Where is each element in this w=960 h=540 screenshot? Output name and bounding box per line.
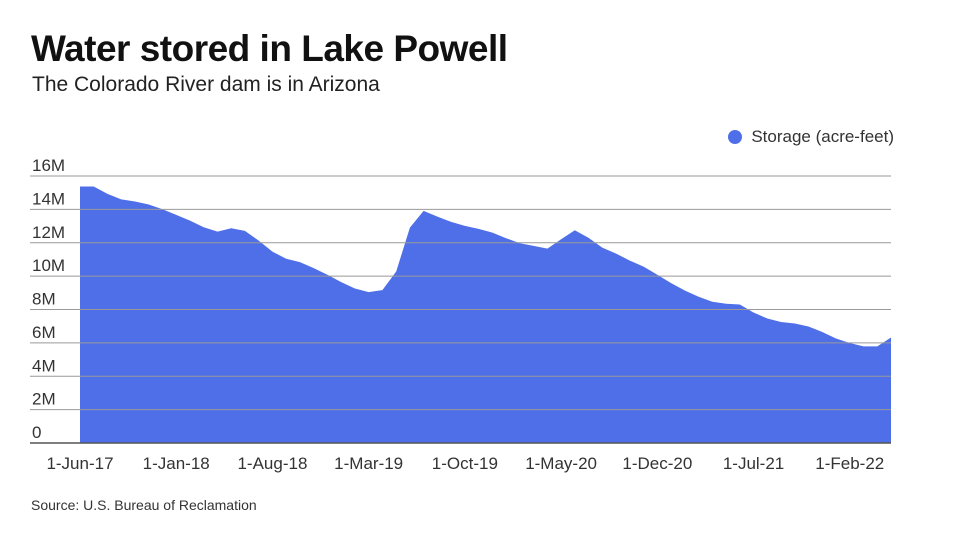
y-tick-label: 16M <box>32 156 65 175</box>
legend: Storage (acre-feet) <box>728 127 894 147</box>
chart-subtitle: The Colorado River dam is in Arizona <box>32 73 380 96</box>
y-tick-label: 4M <box>32 356 56 375</box>
x-tick-label: 1-Oct-19 <box>432 454 498 473</box>
legend-marker-icon <box>728 130 743 144</box>
x-tick-label: 1-Dec-20 <box>622 454 692 473</box>
x-tick-label: 1-Jan-18 <box>143 454 210 473</box>
y-tick-label: 0 <box>32 423 41 442</box>
chart-title: Water stored in Lake Powell <box>31 28 508 69</box>
legend-label: Storage (acre-feet) <box>751 127 894 146</box>
y-tick-label: 8M <box>32 290 56 309</box>
y-tick-label: 10M <box>32 256 65 275</box>
y-tick-label: 2M <box>32 390 56 409</box>
storage-area <box>80 186 891 443</box>
x-tick-label: 1-Jul-21 <box>723 454 784 473</box>
y-tick-label: 6M <box>32 323 56 342</box>
y-tick-label: 12M <box>32 223 65 242</box>
x-tick-label: 1-Feb-22 <box>815 454 884 473</box>
x-tick-label: 1-Jun-17 <box>46 454 113 473</box>
x-tick-label: 1-Mar-19 <box>334 454 403 473</box>
source-note: Source: U.S. Bureau of Reclamation <box>31 497 257 513</box>
y-tick-label: 14M <box>32 189 65 208</box>
x-tick-label: 1-May-20 <box>525 454 597 473</box>
x-tick-label: 1-Aug-18 <box>237 454 307 473</box>
